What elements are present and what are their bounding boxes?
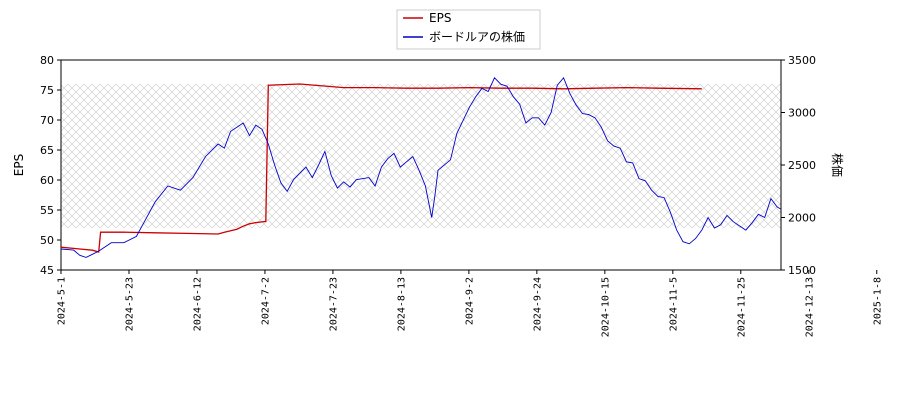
y-left-tick-label: 80 [40, 54, 54, 67]
plot-area: 45 50 55 60 65 70 75 80 1500 2000 2500 3000 3500 2024… [40, 54, 883, 337]
y-left-axis-title: EPS [12, 154, 26, 176]
x-tick-label: 2024-11-25 [736, 277, 747, 337]
x-tick-label: 2024-10-15 [600, 277, 611, 337]
y-right-tick-label: 3500 [788, 54, 816, 67]
x-tick-label: 2024-8-13 [396, 277, 407, 331]
x-tick-label: 2025-1-8 [872, 277, 883, 325]
x-tick-label: 2024-6-12 [192, 277, 203, 331]
y-right-tick-label: 2500 [788, 159, 816, 172]
y-left-tick-label: 55 [40, 204, 54, 217]
x-tick-label: 2024-7-2 [260, 277, 271, 325]
legend-label-price: ボードルアの株価 [429, 29, 525, 44]
y-left-tick-label: 50 [40, 234, 54, 247]
legend-label-eps: EPS [429, 11, 451, 25]
y-left-tick-label: 75 [40, 84, 54, 97]
x-tick-label: 2024-9-2 [464, 277, 475, 325]
hatched-band [61, 84, 781, 228]
y-right-tick-label: 1500 [788, 264, 816, 277]
y-left-tick-label: 70 [40, 114, 54, 127]
y-right-axis-title: 株価 [830, 153, 845, 177]
y-right-tick-label: 3000 [788, 107, 816, 120]
y-left-tick-label: 60 [40, 174, 54, 187]
legend: EPS ボードルアの株価 [396, 9, 541, 50]
legend-box [396, 9, 541, 50]
y-left-tick-label: 45 [40, 264, 54, 277]
x-tick-label: 2024-5-23 [124, 277, 135, 331]
x-tick-label: 2024-12-13 [804, 277, 815, 337]
x-tick-label: 2024-9-24 [532, 277, 543, 331]
x-tick-label: 2024-5-1 [57, 277, 68, 325]
y-left-tick-label: 65 [40, 144, 54, 157]
stock-price-line [60, 76, 782, 258]
x-tick-label: 2024-7-23 [328, 277, 339, 331]
eps-line [60, 83, 702, 253]
y-right-tick-label: 2000 [788, 212, 816, 225]
x-tick-label: 2024-11-5 [668, 277, 679, 331]
